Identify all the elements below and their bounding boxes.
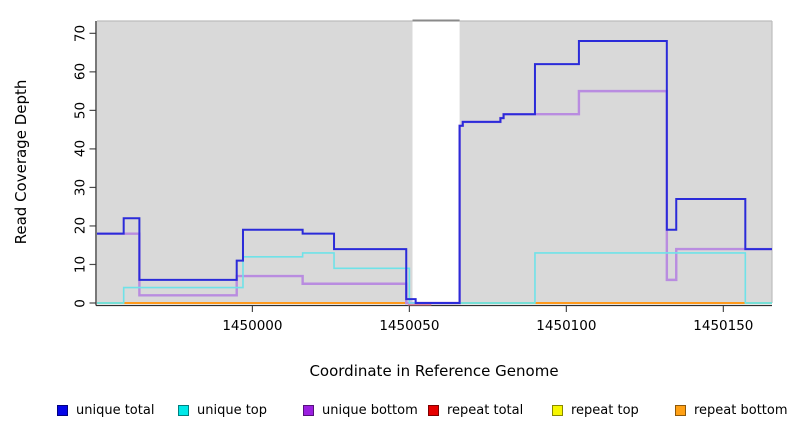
y-tick-label: 30 bbox=[72, 178, 89, 197]
y-tick-label: 50 bbox=[72, 101, 89, 119]
series-unique-top-line bbox=[97, 252, 772, 304]
x-tick-label: 1450000 bbox=[222, 318, 283, 334]
x-tick-label: 1450100 bbox=[536, 318, 597, 334]
x-axis-title: Coordinate in Reference Genome bbox=[309, 362, 559, 380]
y-tick-label: 0 bbox=[72, 298, 89, 308]
legend-swatch-icon bbox=[57, 405, 68, 416]
legend-item-unique-total: unique total bbox=[57, 400, 154, 418]
y-tick-label: 10 bbox=[72, 255, 89, 274]
coverage-gap-band bbox=[412, 19, 460, 303]
legend-item-repeat-bottom: repeat bottom bbox=[675, 400, 788, 418]
legend-swatch-icon bbox=[428, 405, 439, 416]
legend-item-repeat-top: repeat top bbox=[552, 400, 639, 418]
legend-item-unique-top: unique top bbox=[178, 400, 267, 418]
y-tick-label: 40 bbox=[72, 140, 89, 158]
legend-label: unique bottom bbox=[322, 403, 418, 418]
y-tick-label: 70 bbox=[72, 24, 89, 42]
x-tick-label: 1450150 bbox=[693, 318, 754, 334]
legend-label: unique top bbox=[197, 403, 268, 418]
legend-swatch-icon bbox=[303, 405, 314, 416]
y-tick-label: 20 bbox=[72, 217, 89, 235]
legend-swatch-icon bbox=[675, 405, 686, 416]
legend-item-unique-bottom: unique bottom bbox=[303, 400, 418, 418]
legend-label: unique total bbox=[76, 403, 155, 418]
legend-label: repeat bottom bbox=[694, 403, 788, 418]
legend-item-repeat-total: repeat total bbox=[428, 400, 523, 418]
x-tick-label: 1450050 bbox=[379, 318, 440, 334]
legend-label: repeat total bbox=[447, 403, 524, 418]
y-axis-title: Read Coverage Depth bbox=[12, 79, 30, 245]
legend-swatch-icon bbox=[178, 405, 189, 416]
legend-label: repeat top bbox=[571, 403, 639, 418]
y-tick-label: 60 bbox=[72, 63, 89, 81]
series-unique-total-line bbox=[97, 40, 772, 304]
legend-swatch-icon bbox=[552, 405, 563, 416]
